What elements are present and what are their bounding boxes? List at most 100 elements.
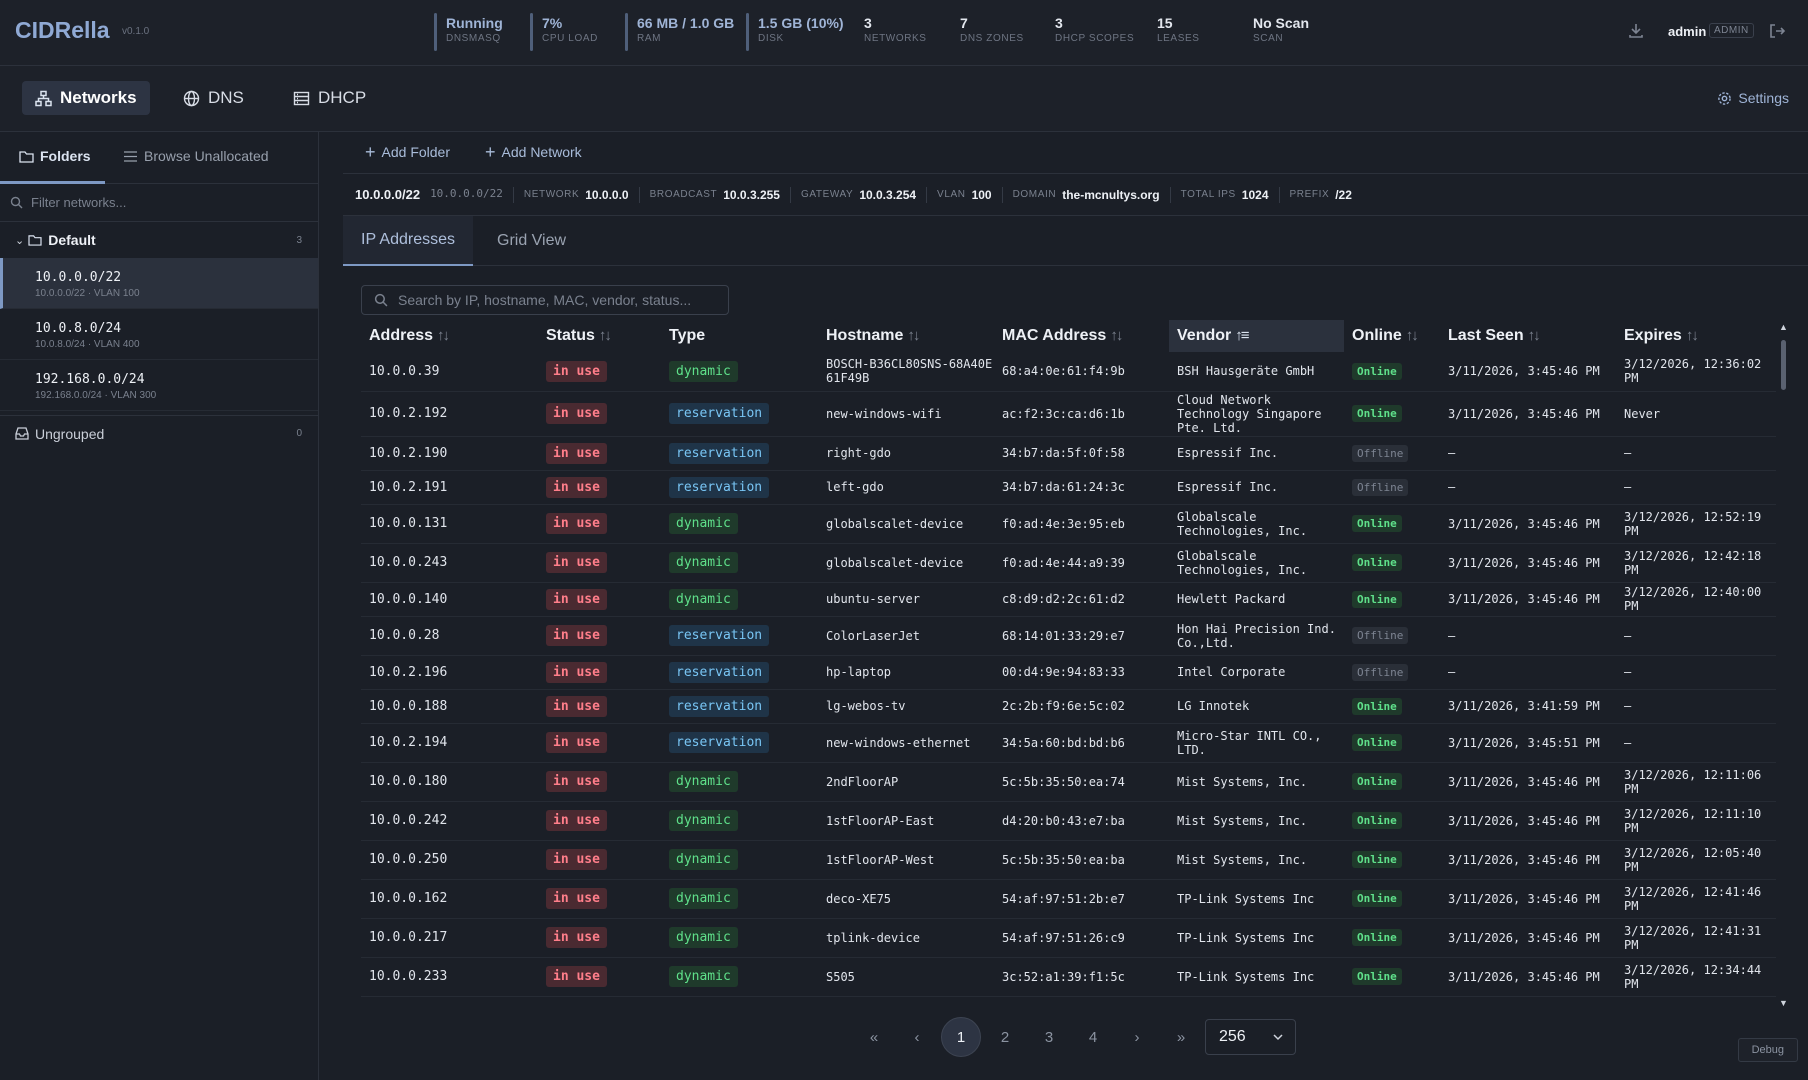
table-row[interactable]: 10.0.0.180 in use dynamic 2ndFloorAP 5c:5b:3…	[361, 762, 1776, 802]
table-row[interactable]: 10.0.0.217 in use dynamic tplink-device 54:a…	[361, 918, 1776, 958]
prev-page-button[interactable]: ‹	[914, 1028, 920, 1046]
column-header-type[interactable]: Type	[669, 327, 706, 344]
sidebar: Folders Browse Unallocated ⌄ Default 3 1…	[0, 132, 319, 1080]
network-item[interactable]: 10.0.0.0/22 10.0.0.0/22 · VLAN 100	[0, 258, 318, 309]
cell-status: in use	[538, 391, 661, 437]
page-button[interactable]: 4	[1088, 1028, 1098, 1046]
table-row[interactable]: 10.0.0.243 in use dynamic globalscalet-devi…	[361, 543, 1776, 583]
cell-vendor: TP-Link Systems Inc	[1169, 879, 1344, 919]
table-row[interactable]: 10.0.0.162 in use dynamic deco-XE75 54:af:97…	[361, 879, 1776, 919]
cell-vendor: Mist Systems, Inc.	[1169, 762, 1344, 802]
logout-icon[interactable]	[1768, 22, 1786, 40]
online-badge: Offline	[1352, 444, 1409, 462]
online-badge: Online	[1352, 362, 1402, 380]
table-row[interactable]: 10.0.0.242 in use dynamic 1stFloorAP-East d4…	[361, 801, 1776, 841]
table-row[interactable]: 10.0.0.131 in use dynamic globalscalet-devi…	[361, 504, 1776, 544]
column-header-expires[interactable]: Expires ↑↓	[1624, 327, 1699, 344]
add-network-button[interactable]: + Add Network	[485, 142, 582, 162]
sidebar-tab-folders[interactable]: Folders	[19, 148, 91, 164]
cell-mac: 34:b7:da:5f:0f:58	[994, 436, 1169, 471]
sort-asc-icon: ↑≡	[1235, 327, 1249, 344]
column-header-address[interactable]: Address ↑↓	[369, 327, 450, 344]
table-row[interactable]: 10.0.2.191 in use reservation left-gdo 34:b7…	[361, 470, 1776, 505]
folder-icon	[19, 150, 34, 163]
nav-tab-dns[interactable]: DNS	[170, 81, 257, 115]
cell-expires: –	[1616, 616, 1776, 656]
column-header-status[interactable]: Status ↑↓	[546, 327, 612, 344]
status-badge: in use	[546, 625, 607, 646]
ip-address-table: Address ↑↓ Status ↑↓ Type Hostname ↑↓ MAC A…	[361, 320, 1776, 997]
cell-address: 10.0.0.28	[361, 616, 538, 656]
chevron-down-icon[interactable]: ⌄	[15, 234, 25, 247]
table-row[interactable]: 10.0.0.28 in use reservation ColorLaserJet 6…	[361, 616, 1776, 656]
column-header-hostname[interactable]: Hostname ↑↓	[826, 327, 920, 344]
cell-mac: f0:ad:4e:3e:95:eb	[994, 504, 1169, 544]
page-button[interactable]: 1	[941, 1017, 981, 1057]
cell-last-seen: 3/11/2026, 3:45:46 PM	[1440, 918, 1616, 958]
info-gateway: GATEWAY 10.0.3.254	[791, 186, 928, 203]
stat-scan[interactable]: No Scan SCAN	[1253, 15, 1310, 44]
folder-default[interactable]: ⌄ Default 3	[0, 222, 318, 258]
cell-type: dynamic	[661, 957, 818, 997]
next-page-button[interactable]: ›	[1134, 1028, 1140, 1046]
cell-last-seen: 3/11/2026, 3:45:46 PM	[1440, 762, 1616, 802]
scroll-up-icon[interactable]: ▲	[1779, 322, 1788, 332]
cell-last-seen: 3/11/2026, 3:45:46 PM	[1440, 801, 1616, 841]
online-badge: Offline	[1352, 478, 1409, 496]
cell-online: Online	[1344, 391, 1440, 437]
app-title: CIDRella	[15, 17, 110, 43]
page-size-select[interactable]: 256	[1205, 1019, 1296, 1055]
table-row[interactable]: 10.0.0.233 in use dynamic S505 3c:52:a1:39:f…	[361, 957, 1776, 997]
debug-button[interactable]: Debug	[1737, 1038, 1798, 1062]
folder-ungrouped[interactable]: Ungrouped 0	[0, 415, 318, 451]
type-badge: reservation	[669, 476, 770, 498]
add-folder-button[interactable]: + Add Folder	[365, 142, 450, 162]
table-row[interactable]: 10.0.0.39 in use dynamic BOSCH-B36CL80SNS-6…	[361, 352, 1776, 392]
cell-address: 10.0.0.250	[361, 840, 538, 880]
ip-search-input[interactable]	[398, 292, 708, 308]
table-scrollbar[interactable]: ▲ ▼	[1778, 322, 1788, 1008]
table-row[interactable]: 10.0.2.190 in use reservation right-gdo 34:b…	[361, 436, 1776, 471]
cell-expires: 3/12/2026, 12:11:10 PM	[1616, 801, 1776, 841]
cell-type: reservation	[661, 436, 818, 471]
table-row[interactable]: 10.0.2.192 in use reservation new-windows-w…	[361, 391, 1776, 437]
cell-mac: 5c:5b:35:50:ea:ba	[994, 840, 1169, 880]
online-badge: Online	[1352, 590, 1402, 608]
network-item[interactable]: 192.168.0.0/24 192.168.0.0/24 · VLAN 300	[0, 360, 318, 411]
status-badge: in use	[546, 695, 607, 717]
tab-grid-view[interactable]: Grid View	[497, 232, 567, 249]
first-page-button[interactable]: «	[869, 1028, 879, 1046]
cell-address: 10.0.2.191	[361, 470, 538, 505]
column-header-online[interactable]: Online ↑↓	[1352, 327, 1419, 344]
column-header-mac[interactable]: MAC Address ↑↓	[1002, 327, 1123, 344]
cell-status: in use	[538, 436, 661, 471]
scroll-thumb[interactable]	[1781, 340, 1786, 390]
nav-tab-networks[interactable]: Networks	[22, 81, 150, 115]
table-row[interactable]: 10.0.0.250 in use dynamic 1stFloorAP-West 5c…	[361, 840, 1776, 880]
sort-icon: ↑↓	[1527, 327, 1541, 344]
page-button[interactable]: 3	[1044, 1028, 1054, 1046]
column-header-last-seen[interactable]: Last Seen ↑↓	[1448, 327, 1541, 344]
cell-status: in use	[538, 918, 661, 958]
sidebar-tab-browse-unallocated[interactable]: Browse Unallocated	[123, 148, 269, 164]
last-page-button[interactable]: »	[1176, 1028, 1186, 1046]
download-icon[interactable]	[1627, 22, 1645, 40]
page-button[interactable]: 2	[1000, 1028, 1010, 1046]
column-header-vendor[interactable]: Vendor ↑≡	[1169, 320, 1344, 352]
type-badge: reservation	[669, 661, 770, 683]
scroll-down-icon[interactable]: ▼	[1779, 998, 1788, 1008]
nav-tab-dhcp[interactable]: DHCP	[280, 81, 379, 115]
type-badge: dynamic	[669, 552, 738, 573]
filter-networks-input[interactable]	[31, 195, 311, 210]
cell-status: in use	[538, 655, 661, 690]
cell-address: 10.0.0.188	[361, 689, 538, 724]
table-row[interactable]: 10.0.2.194 in use reservation new-windows-e…	[361, 723, 1776, 763]
network-item[interactable]: 10.0.8.0/24 10.0.8.0/24 · VLAN 400	[0, 309, 318, 360]
tab-ip-addresses[interactable]: IP Addresses	[343, 216, 473, 266]
sort-icon: ↑↓	[1110, 327, 1123, 344]
cell-online: Online	[1344, 504, 1440, 544]
table-row[interactable]: 10.0.0.140 in use dynamic ubuntu-server c8:d…	[361, 582, 1776, 617]
table-row[interactable]: 10.0.0.188 in use reservation lg-webos-tv 2c…	[361, 689, 1776, 724]
settings-link[interactable]: Settings	[1717, 90, 1789, 106]
table-row[interactable]: 10.0.2.196 in use reservation hp-laptop 00:d…	[361, 655, 1776, 690]
